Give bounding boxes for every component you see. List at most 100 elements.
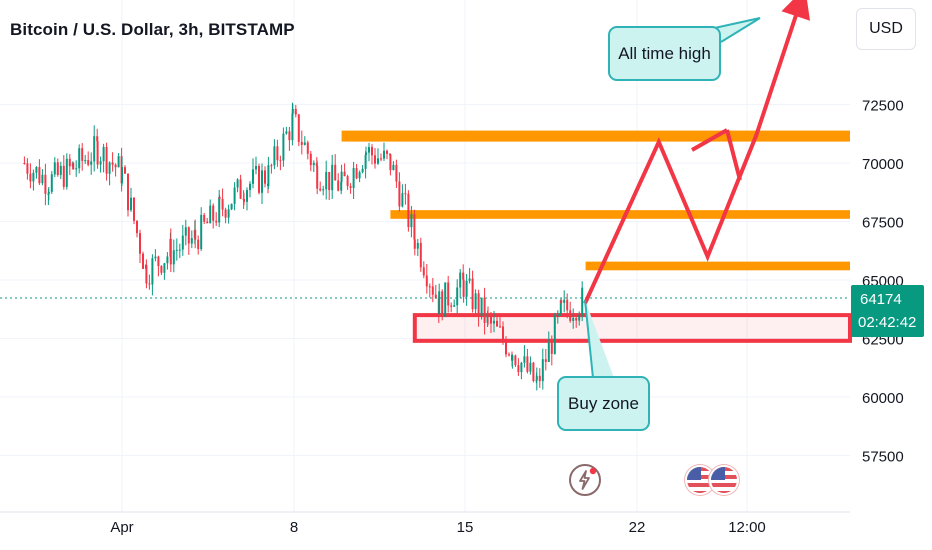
candle-body (93, 136, 96, 162)
ath-callout-pointer (709, 17, 761, 43)
candle-body (349, 186, 352, 188)
projection-line[interactable] (583, 0, 805, 305)
candle-body (456, 287, 459, 306)
candle-body (413, 239, 416, 249)
resistance-zone[interactable] (341, 130, 850, 142)
candle-body (459, 272, 462, 288)
current-price-tag: 64174 02:42:42 (851, 285, 924, 337)
candle-body (413, 214, 416, 240)
candle-body (392, 164, 395, 171)
flash-event-icon[interactable] (569, 464, 601, 496)
candle-body (365, 152, 367, 155)
candle-body (371, 147, 373, 156)
candle-body (139, 233, 141, 254)
candle-body (258, 166, 260, 193)
candle-body (416, 242, 419, 249)
zones[interactable] (341, 130, 852, 343)
us-flag-event-icon[interactable] (709, 465, 739, 495)
candle-body (50, 174, 53, 192)
candle-body (505, 340, 507, 355)
candle-body (355, 168, 358, 179)
candlesticks (23, 102, 584, 391)
candle-body (291, 113, 294, 141)
candle-body (419, 242, 422, 268)
candle-body (395, 164, 398, 182)
candle-body (441, 291, 444, 317)
candle-body (236, 179, 239, 188)
candle-body (404, 193, 407, 195)
candle-body (380, 158, 382, 160)
candle-body (130, 197, 132, 211)
candle-body (285, 131, 288, 134)
lightning-icon (579, 467, 597, 490)
candle-body (291, 108, 294, 114)
candle-body (175, 249, 178, 251)
candle-body (398, 181, 401, 207)
candle-body (474, 293, 477, 310)
candle-body (252, 169, 254, 184)
flag-icon (711, 467, 737, 493)
candle-body (575, 317, 578, 321)
y-tick-label: 57500 (862, 449, 904, 466)
candle-body (111, 162, 114, 165)
candle-body (209, 205, 212, 224)
bar-countdown: 02:42:42 (858, 314, 917, 331)
all-time-high-callout[interactable]: All time high (608, 26, 721, 81)
candle-body (566, 299, 569, 311)
candle-body (145, 264, 148, 284)
candle-body (114, 164, 117, 168)
x-tick-label: 12:00 (728, 519, 766, 536)
candle-body (227, 209, 230, 218)
flag-icon (687, 467, 713, 493)
candle-body (38, 167, 41, 184)
candle-body (581, 287, 584, 316)
candle-body (178, 249, 181, 251)
candle-body (267, 165, 270, 187)
candle-body (538, 375, 541, 382)
candle-body (508, 354, 510, 356)
candle-body (151, 258, 154, 285)
candle-body (270, 165, 273, 167)
candle-body (487, 312, 489, 316)
resistance-zone[interactable] (585, 261, 850, 271)
candle-body (26, 163, 29, 174)
candle-body (81, 148, 84, 161)
candle-body (264, 170, 266, 184)
candle-body (84, 160, 87, 162)
candle-body (218, 196, 221, 199)
candle-body (422, 267, 425, 276)
buy-zone-callout[interactable]: Buy zone (557, 376, 650, 431)
all-time-high-label: All time high (618, 43, 711, 63)
candle-body (407, 193, 410, 228)
candle-body (59, 165, 62, 175)
candle-body (206, 221, 209, 224)
y-tick-label: 72500 (862, 98, 904, 115)
candle-body (368, 147, 370, 153)
candle-body (294, 108, 297, 115)
candle-body (328, 171, 331, 191)
currency-button[interactable]: USD (856, 8, 916, 50)
candle-body (181, 235, 184, 250)
candle-body (282, 133, 285, 161)
candle-body (535, 375, 538, 381)
candle-body (578, 315, 581, 321)
resistance-zone[interactable] (390, 210, 850, 219)
candle-body (319, 188, 322, 191)
candle-body (343, 171, 346, 177)
candle-body (572, 317, 575, 321)
candle-body (273, 146, 276, 166)
candle-body (401, 193, 404, 207)
candle-body (514, 355, 517, 366)
candle-body (496, 320, 498, 327)
buy-zone-box[interactable] (412, 313, 852, 343)
candle-body (569, 310, 572, 321)
candle-body (499, 326, 501, 328)
projection-path[interactable] (583, 0, 810, 305)
candle-body (532, 362, 535, 381)
candle-body (410, 214, 413, 228)
candle-body (490, 315, 492, 324)
candle-body (483, 297, 486, 323)
grid-lines (0, 0, 850, 512)
